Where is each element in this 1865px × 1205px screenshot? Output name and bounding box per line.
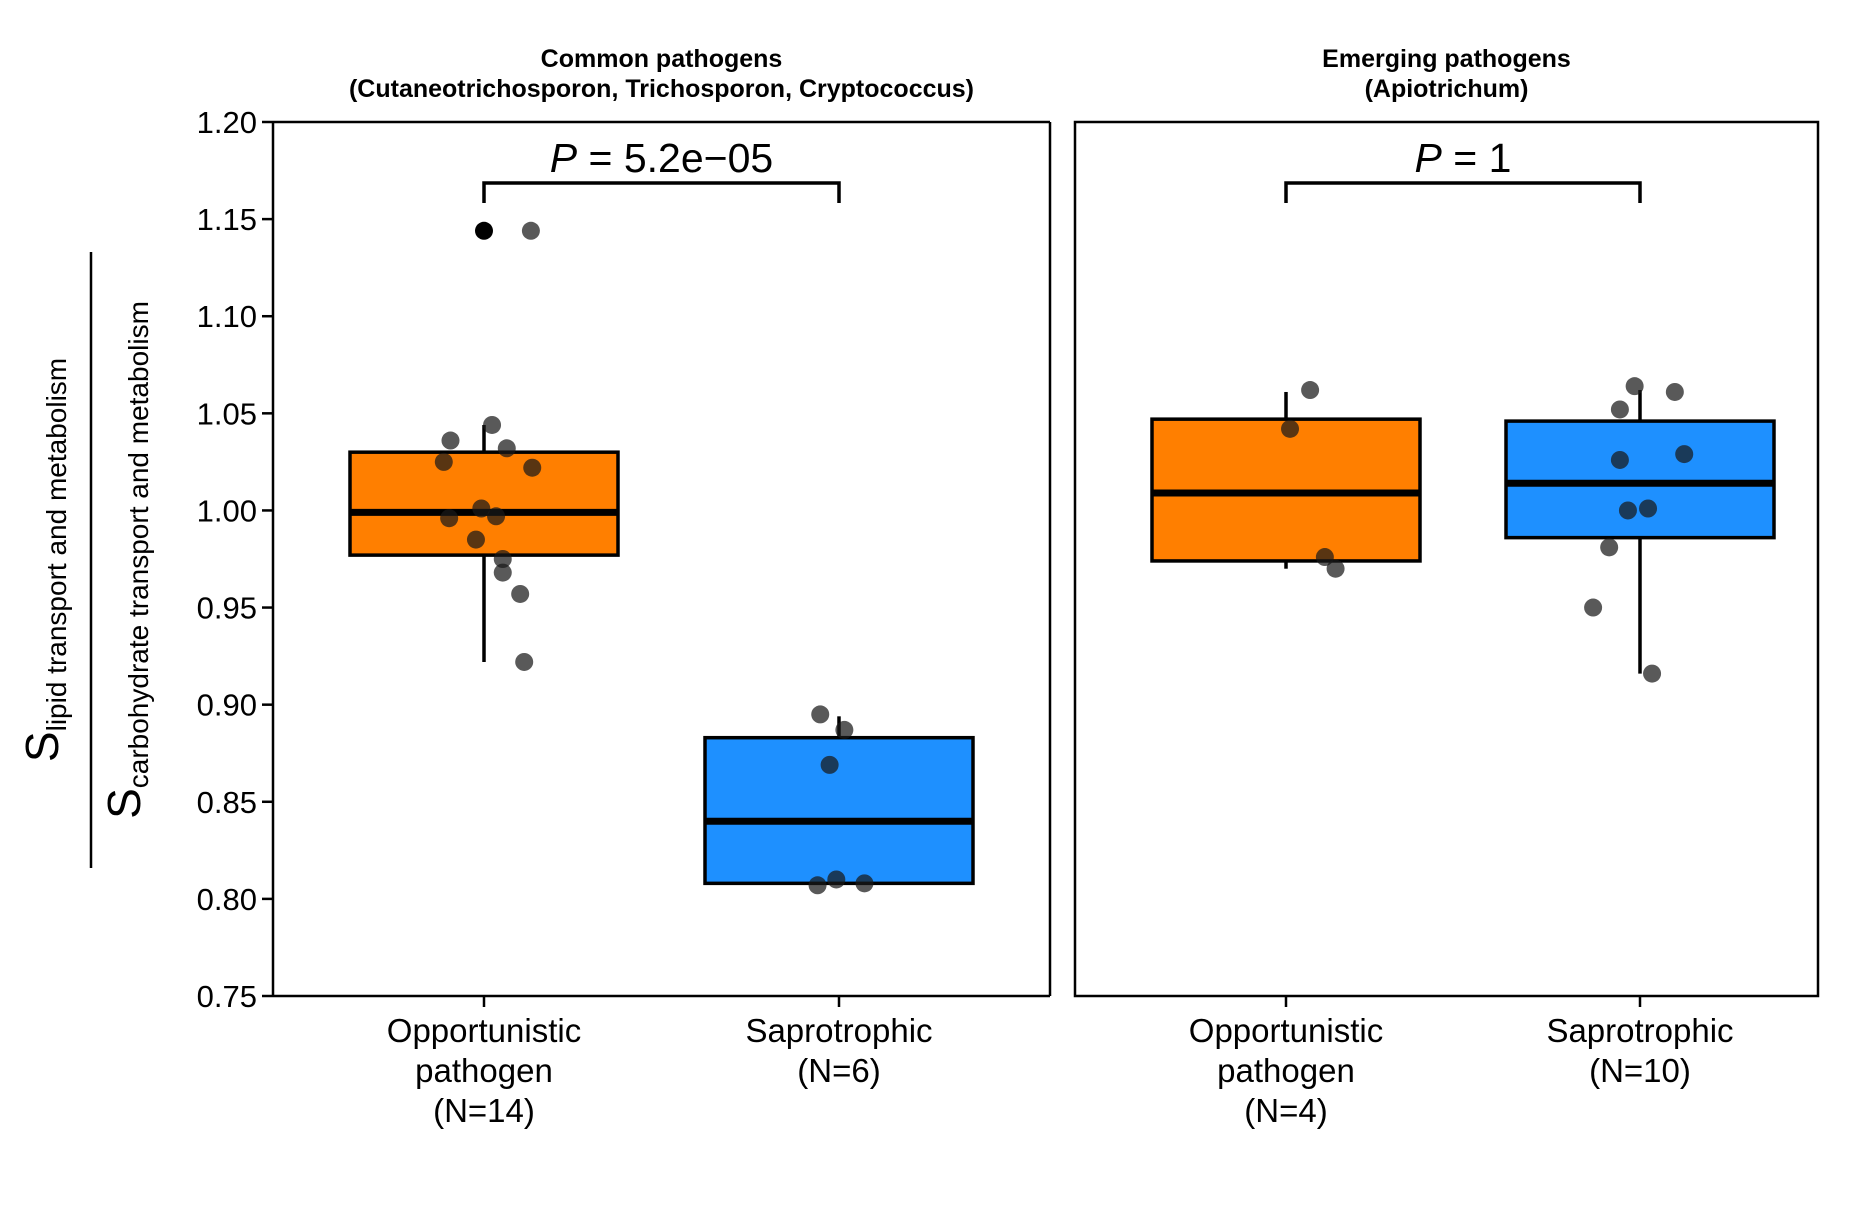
x-category-label-line: (N=14) (433, 1092, 535, 1129)
x-category-label-line: (N=4) (1244, 1092, 1327, 1129)
p-value-symbol: P (1415, 135, 1443, 181)
significance-bracket (482, 181, 841, 203)
group-1: Opportunistic pathogen (N=14) (348, 221, 620, 1129)
p-value-number: = 5.2e−05 (577, 135, 773, 181)
y-label-numerator-main: S (16, 731, 68, 762)
data-point (515, 652, 534, 671)
y-label-denominator-main: S (98, 788, 150, 819)
data-point (1643, 664, 1662, 683)
y-tick-label: 0.95 (197, 591, 257, 626)
data-point (1281, 419, 1300, 438)
data-point (1618, 501, 1637, 520)
box (1504, 419, 1776, 540)
x-category-label: Saprotrophic (N=10) (1546, 1012, 1733, 1089)
x-category-label-line: (N=6) (797, 1052, 880, 1089)
y-tick-label: 1.10 (197, 299, 257, 334)
data-point (827, 870, 846, 889)
data-point (1639, 499, 1658, 518)
panel-1: Common pathogens(Cutaneotrichosporon, Tr… (271, 45, 1052, 1129)
data-point (1301, 381, 1320, 400)
y-tick-label: 0.75 (197, 979, 257, 1014)
panels: Common pathogens(Cutaneotrichosporon, Tr… (271, 45, 1820, 1129)
panel-border (1073, 120, 1820, 998)
p-value-label: P = 5.2e−05 (550, 135, 773, 181)
x-category-label-line: Saprotrophic (745, 1012, 932, 1049)
x-category-label-line: pathogen (1217, 1052, 1355, 1089)
x-category-label-line: pathogen (415, 1052, 553, 1089)
data-point (497, 439, 516, 458)
data-point (523, 458, 542, 477)
data-point (466, 530, 485, 549)
data-point (483, 415, 502, 434)
y-tick-label: 1.05 (197, 396, 257, 431)
data-point (1625, 377, 1644, 396)
y-tick-label: 1.15 (197, 202, 257, 237)
group-2: Saprotrophic (N=10) (1504, 377, 1776, 1089)
y-label-denominator-sub: carbohydrate transport and metabolism (123, 301, 154, 788)
panel-title-line1: Emerging pathogens (1322, 45, 1571, 73)
x-category-label: Opportunistic pathogen (N=14) (387, 1012, 581, 1129)
data-point (472, 499, 491, 518)
data-point (1675, 445, 1694, 464)
data-point (811, 705, 830, 724)
x-category-label-line: Saprotrophic (1546, 1012, 1733, 1049)
y-axis-label: Slipid transport and metabolism Scarbohy… (16, 252, 154, 868)
group-2: Saprotrophic (N=6) (703, 705, 975, 1089)
significance-bracket (1284, 181, 1642, 203)
data-point (434, 452, 453, 471)
p-value-number: = 1 (1442, 135, 1512, 181)
data-point (1584, 598, 1603, 617)
data-point (441, 431, 460, 450)
y-label-numerator: Slipid transport and metabolism (16, 358, 72, 762)
box (703, 735, 975, 886)
panel-2: Emerging pathogens(Apiotrichum) Opportuni… (1073, 45, 1820, 1129)
y-tick-label: 0.85 (197, 785, 257, 820)
x-category-label: Saprotrophic (N=6) (745, 1012, 932, 1089)
y-tick-label: 1.20 (197, 105, 257, 140)
data-point (493, 550, 512, 568)
data-point (820, 755, 839, 774)
data-point (1315, 548, 1334, 567)
y-label-numerator-sub: lipid transport and metabolism (41, 358, 72, 732)
y-tick-label: 1.00 (197, 493, 257, 528)
x-category-label: Opportunistic pathogen (N=4) (1189, 1012, 1383, 1129)
data-point (1326, 559, 1345, 578)
group-1: Opportunistic pathogen (N=4) (1150, 381, 1422, 1129)
p-value-symbol: P (550, 135, 578, 181)
y-tick-label: 0.90 (197, 688, 257, 723)
data-point (440, 509, 459, 528)
data-point (855, 874, 874, 893)
data-point (493, 563, 512, 582)
data-point (1610, 450, 1629, 469)
data-point (487, 507, 506, 526)
y-label-denominator: Scarbohydrate transport and metabolism (98, 301, 154, 819)
data-point (1600, 538, 1619, 557)
panel-title-line2: (Apiotrichum) (1365, 75, 1529, 103)
p-value-label: P = 1 (1415, 135, 1512, 181)
data-point (835, 720, 854, 739)
panel-title-line1: Common pathogens (541, 45, 783, 73)
panel-title-line2: (Cutaneotrichosporon, Trichosporon, Cryp… (349, 75, 974, 103)
data-point (511, 584, 530, 603)
x-category-label-line: (N=10) (1589, 1052, 1691, 1089)
x-category-label-line: Opportunistic (1189, 1012, 1383, 1049)
data-point (808, 876, 827, 895)
outlier-point (475, 221, 493, 240)
y-axis: 0.75 0.80 0.85 0.90 0.95 1.00 1.05 1.10 1.15 1.20 (197, 105, 273, 1014)
data-point (1665, 382, 1684, 401)
x-category-label-line: Opportunistic (387, 1012, 581, 1049)
data-point (521, 221, 540, 240)
y-tick-label: 0.80 (197, 882, 257, 917)
data-point (1610, 400, 1629, 419)
